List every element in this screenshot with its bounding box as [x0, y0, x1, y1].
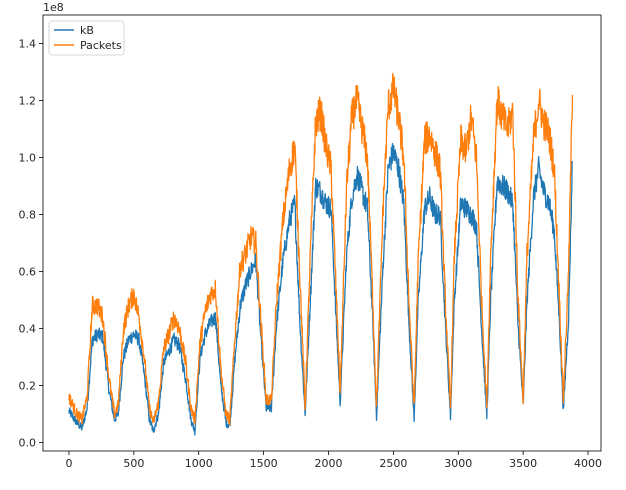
- y-tick-label: 0.2: [19, 379, 37, 392]
- x-axis: 0 500 1000 1500 2000 2500 3000 3500 4000: [65, 451, 602, 470]
- x-tick-label: 4000: [574, 457, 602, 470]
- plot-background: [43, 15, 601, 451]
- x-tick-label: 1000: [185, 457, 213, 470]
- x-tick-label: 2000: [314, 457, 342, 470]
- x-tick-label: 1500: [250, 457, 278, 470]
- y-offset-label: 1e8: [43, 1, 64, 14]
- y-tick-label: 0.4: [19, 322, 37, 335]
- plot-frame: [42, 14, 602, 452]
- legend: kB Packets: [48, 20, 125, 56]
- x-tick-label: 0: [65, 457, 72, 470]
- x-tick-label: 3000: [444, 457, 472, 470]
- x-tick-label: 500: [123, 457, 144, 470]
- legend-label-kb: kB: [80, 24, 94, 37]
- y-tick-label: 1.2: [19, 94, 37, 107]
- series-line-packets: [68, 72, 574, 426]
- y-tick-label: 1.4: [19, 37, 37, 50]
- y-tick-label: 0.8: [19, 208, 37, 221]
- y-tick-label: 0.6: [19, 265, 37, 278]
- series-layer: [68, 72, 574, 436]
- legend-label-packets: Packets: [80, 39, 122, 52]
- y-tick-label: 1.0: [19, 151, 37, 164]
- x-tick-label: 3500: [509, 457, 537, 470]
- x-tick-label: 2500: [379, 457, 407, 470]
- y-tick-label: 0.0: [19, 436, 37, 449]
- y-axis: 0.0 0.2 0.4 0.6 0.8 1.0 1.2 1.4: [19, 37, 43, 449]
